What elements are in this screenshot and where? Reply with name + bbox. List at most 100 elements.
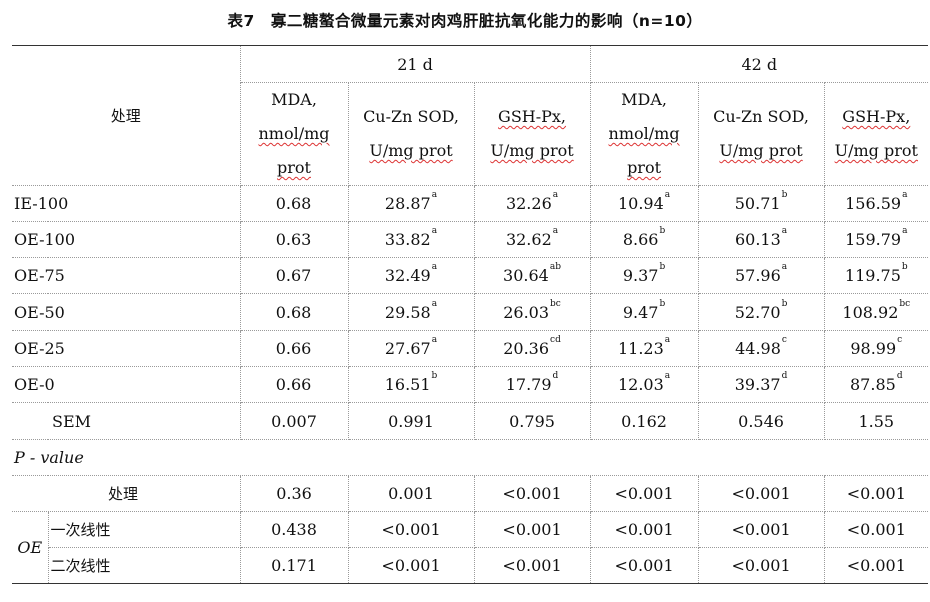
header-period-21d: 21 d bbox=[240, 45, 591, 83]
data-cell: 44.98c bbox=[698, 330, 825, 367]
row-label: SEM bbox=[12, 402, 241, 440]
data-cell: 16.51b bbox=[348, 366, 475, 403]
data-cell: 0.795 bbox=[474, 402, 591, 440]
data-cell: 39.37d bbox=[698, 366, 825, 403]
data-cell: 9.37b bbox=[590, 257, 699, 294]
header-line: Cu-Zn SOD, bbox=[363, 107, 459, 126]
data-cell: 8.66b bbox=[590, 221, 699, 258]
sem-row: SEM 0.007 0.991 0.795 0.162 0.546 1.55 bbox=[12, 402, 929, 440]
table-row: OE-25 0.66 27.67a 20.36cd 11.23a 44.98c … bbox=[12, 330, 929, 367]
data-cell: 12.03a bbox=[590, 366, 699, 403]
header-mda-42: MDA, nmol/mg prot bbox=[590, 82, 699, 186]
data-cell: <0.001 bbox=[474, 547, 591, 584]
data-cell: 0.991 bbox=[348, 402, 475, 440]
results-table: 处理 21 d 42 d MDA, nmol/mg prot Cu-Zn SOD… bbox=[12, 45, 929, 584]
header-line: Cu-Zn SOD, bbox=[713, 107, 809, 126]
data-cell: 10.94a bbox=[590, 185, 699, 222]
oe-group-label: OE bbox=[12, 511, 49, 584]
data-cell: 108.92bc bbox=[824, 293, 929, 331]
data-cell: 52.70b bbox=[698, 293, 825, 331]
data-cell: 156.59a bbox=[824, 185, 929, 222]
data-cell: 0.68 bbox=[240, 185, 349, 222]
table-title: 表7 寡二糖螯合微量元素对肉鸡肝脏抗氧化能力的影响（n=10） bbox=[227, 12, 703, 30]
header-line: U/mg prot bbox=[834, 141, 918, 160]
data-cell: 0.66 bbox=[240, 366, 349, 403]
header-sod-42: Cu-Zn SOD, U/mg prot bbox=[698, 82, 825, 186]
row-label: 处理 bbox=[12, 475, 241, 512]
data-cell: 26.03bc bbox=[474, 293, 591, 331]
table-row: OE-50 0.68 29.58a 26.03bc 9.47b 52.70b 1… bbox=[12, 293, 929, 331]
header-gsh-21: GSH-Px, U/mg prot bbox=[474, 82, 591, 186]
header-line: U/mg prot bbox=[369, 141, 453, 160]
data-cell: 0.63 bbox=[240, 221, 349, 258]
data-cell: 33.82a bbox=[348, 221, 475, 258]
data-cell: <0.001 bbox=[348, 511, 475, 548]
data-cell: <0.001 bbox=[474, 475, 591, 512]
data-cell: <0.001 bbox=[824, 475, 929, 512]
data-cell: 32.62a bbox=[474, 221, 591, 258]
data-cell: 1.55 bbox=[824, 402, 929, 440]
pvalue-label: P - value bbox=[12, 439, 929, 476]
data-cell: 0.546 bbox=[698, 402, 825, 440]
data-cell: 9.47b bbox=[590, 293, 699, 331]
data-cell: 119.75b bbox=[824, 257, 929, 294]
data-cell: <0.001 bbox=[590, 547, 699, 584]
data-cell: <0.001 bbox=[590, 511, 699, 548]
row-label: OE-100 bbox=[12, 221, 241, 258]
header-line: nmol/mg bbox=[258, 124, 330, 143]
data-cell: <0.001 bbox=[474, 511, 591, 548]
row-label: OE-0 bbox=[12, 366, 241, 403]
header-line: nmol/mg bbox=[608, 124, 680, 143]
pvalue-section-row: P - value bbox=[12, 439, 929, 476]
header-gsh-42: GSH-Px, U/mg prot bbox=[824, 82, 929, 186]
data-cell: 87.85d bbox=[824, 366, 929, 403]
data-cell: 159.79a bbox=[824, 221, 929, 258]
data-cell: 0.438 bbox=[240, 511, 349, 548]
data-cell: 30.64ab bbox=[474, 257, 591, 294]
data-cell: 0.162 bbox=[590, 402, 699, 440]
row-label: 二次线性 bbox=[48, 547, 241, 584]
data-cell: 98.99c bbox=[824, 330, 929, 367]
data-cell: 20.36cd bbox=[474, 330, 591, 367]
data-cell: 0.171 bbox=[240, 547, 349, 584]
header-row-metrics: MDA, nmol/mg prot Cu-Zn SOD, U/mg prot G… bbox=[12, 82, 929, 186]
header-period-42d: 42 d bbox=[590, 45, 929, 83]
header-row-periods: 处理 21 d 42 d bbox=[12, 45, 929, 186]
data-cell: <0.001 bbox=[824, 547, 929, 584]
header-line: U/mg prot bbox=[719, 141, 803, 160]
header-line: MDA, bbox=[621, 90, 667, 109]
data-cell: 11.23a bbox=[590, 330, 699, 367]
header-mda-21: MDA, nmol/mg prot bbox=[240, 82, 349, 186]
header-line: MDA, bbox=[271, 90, 317, 109]
pvalue-linear-row: OE 一次线性 0.438 <0.001 <0.001 <0.001 <0.00… bbox=[12, 511, 929, 584]
data-cell: 0.67 bbox=[240, 257, 349, 294]
table-row: IE-100 0.68 28.87a 32.26a 10.94a 50.71b … bbox=[12, 185, 929, 222]
data-cell: 17.79d bbox=[474, 366, 591, 403]
data-cell: 0.68 bbox=[240, 293, 349, 331]
data-cell: 0.007 bbox=[240, 402, 349, 440]
table-row: OE-0 0.66 16.51b 17.79d 12.03a 39.37d 87… bbox=[12, 366, 929, 403]
header-line: GSH-Px, bbox=[842, 107, 911, 126]
data-cell: <0.001 bbox=[698, 511, 825, 548]
data-cell: 0.66 bbox=[240, 330, 349, 367]
header-line: U/mg prot bbox=[490, 141, 574, 160]
data-cell: <0.001 bbox=[348, 547, 475, 584]
data-cell: 28.87a bbox=[348, 185, 475, 222]
data-cell: 29.58a bbox=[348, 293, 475, 331]
pvalue-treatment-row: 处理 0.36 0.001 <0.001 <0.001 <0.001 <0.00… bbox=[12, 475, 929, 512]
data-cell: 32.49a bbox=[348, 257, 475, 294]
header-sod-21: Cu-Zn SOD, U/mg prot bbox=[348, 82, 475, 186]
data-cell: <0.001 bbox=[698, 547, 825, 584]
data-cell: 57.96a bbox=[698, 257, 825, 294]
row-label: 一次线性 bbox=[48, 511, 241, 548]
row-label: IE-100 bbox=[12, 185, 241, 222]
header-line: prot bbox=[277, 158, 311, 177]
data-cell: <0.001 bbox=[590, 475, 699, 512]
table-row: OE-100 0.63 33.82a 32.62a 8.66b 60.13a 1… bbox=[12, 221, 929, 258]
table-row: OE-75 0.67 32.49a 30.64ab 9.37b 57.96a 1… bbox=[12, 257, 929, 294]
header-line: GSH-Px, bbox=[498, 107, 567, 126]
row-label: OE-25 bbox=[12, 330, 241, 367]
header-line: prot bbox=[627, 158, 662, 177]
data-cell: 32.26a bbox=[474, 185, 591, 222]
data-cell: <0.001 bbox=[698, 475, 825, 512]
